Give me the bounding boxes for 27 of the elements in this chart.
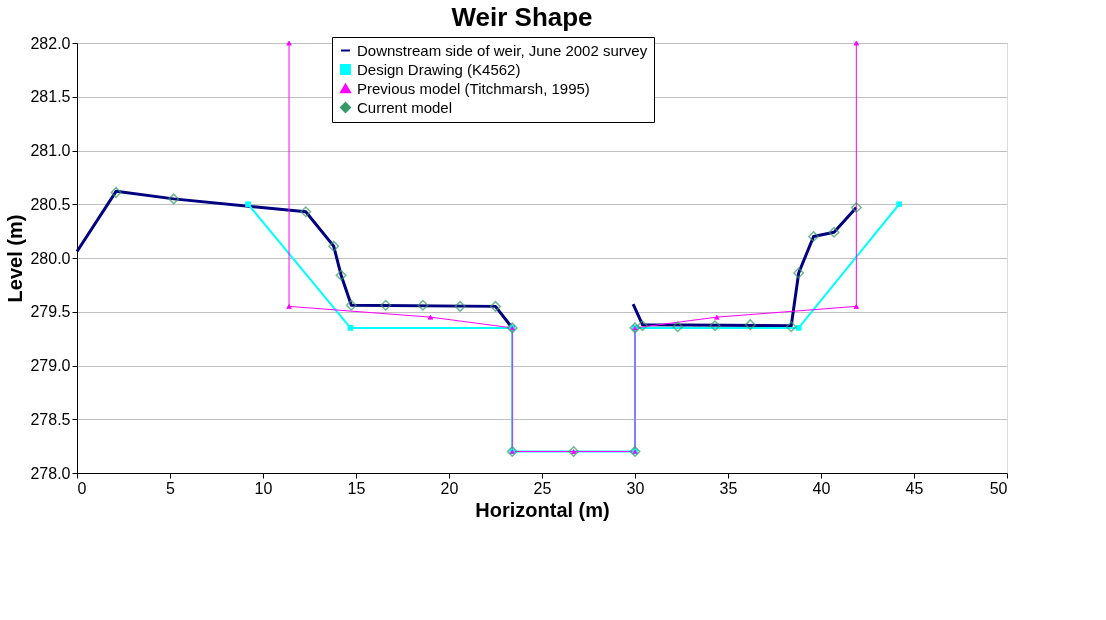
x-tick-label: 5 xyxy=(166,479,176,497)
x-tick-label: 35 xyxy=(719,479,738,497)
x-tick-label: 25 xyxy=(533,479,552,497)
legend-label: Current model xyxy=(357,98,453,116)
y-tick-label: 278.5 xyxy=(30,410,71,428)
y-tick-label: 280.5 xyxy=(30,195,71,213)
y-tick-label: 281.5 xyxy=(30,88,71,106)
y-tick-label: 279.5 xyxy=(30,303,71,321)
x-tick-label: 30 xyxy=(626,479,645,497)
y-axis-title: Level (m) xyxy=(4,214,27,303)
x-tick-label: 50 xyxy=(989,479,1008,497)
y-tick-label: 280.0 xyxy=(30,249,71,267)
x-axis-title: Horizontal (m) xyxy=(475,498,610,521)
x-tick-label: 20 xyxy=(440,479,459,497)
legend-label: Design Drawing (K4562) xyxy=(357,60,521,78)
x-tick-label: 40 xyxy=(812,479,831,497)
x-tick-label: 0 xyxy=(77,479,87,497)
x-tick-label: 45 xyxy=(905,479,924,497)
y-tick-label: 281.0 xyxy=(30,142,71,159)
y-tick-label: 279.0 xyxy=(30,357,71,374)
legend-label: Previous model (Titchmarsh, 1995) xyxy=(357,79,590,97)
x-tick-label: 15 xyxy=(347,479,366,497)
chart-title: Weir Shape xyxy=(451,2,593,32)
x-tick-label: 10 xyxy=(254,479,273,497)
y-tick-label: 282.0 xyxy=(30,34,71,52)
legend-label: Downstream side of weir, June 2002 survey xyxy=(357,41,648,59)
y-tick-label: 278.0 xyxy=(30,464,71,482)
